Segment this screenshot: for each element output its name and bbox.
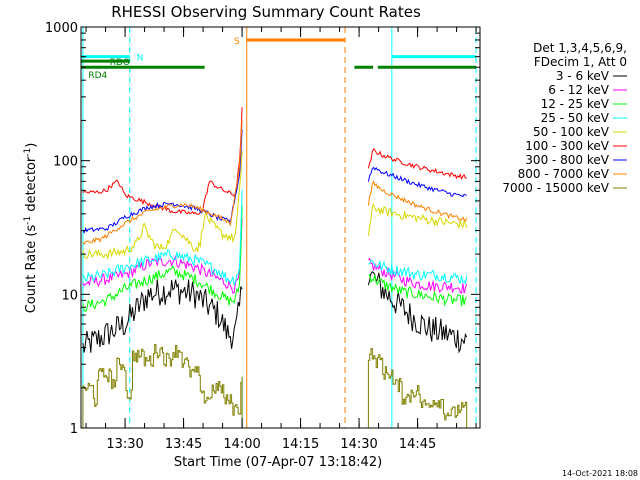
legend-header-1: FDecim 1, Att 0: [534, 55, 627, 69]
series-line-7-seg-1: [367, 180, 468, 223]
series-line-0-seg-0: [82, 279, 243, 353]
legend-label-3: 25 - 50 keV: [541, 111, 610, 125]
series-line-7-seg-0: [82, 119, 243, 246]
plot-inner: [81, 27, 477, 428]
series-line-3-seg-0: [82, 189, 243, 287]
series-line-8-seg-1: [367, 348, 468, 428]
y-tick-label-3: 1000: [45, 21, 78, 36]
series-line-3-seg-1: [368, 259, 468, 285]
x-axis-label: Start Time (07-Apr-07 13:18:42): [174, 455, 382, 470]
series-line-5-seg-1: [367, 148, 467, 181]
series-line-2-seg-1: [368, 274, 468, 307]
y-axis-label: Count Rate (s-1 detector-1): [23, 143, 39, 314]
axes-frame: [80, 26, 481, 429]
series-line-1-seg-0: [82, 218, 243, 294]
chart-title: RHESSI Observing Summary Count Rates: [111, 3, 421, 21]
legend-label-8: 7000 - 15000 keV: [502, 181, 609, 195]
flag-label-3: S: [234, 37, 240, 47]
x-tick-label-3: 14:15: [282, 437, 319, 452]
x-tick-label-0: 13:30: [106, 437, 143, 452]
series-line-6-seg-0: [82, 129, 243, 234]
x-tick-label-4: 14:30: [340, 437, 377, 452]
generated-timestamp: 14-Oct-2021 18:08: [562, 469, 638, 478]
series-line-5-seg-0: [82, 107, 243, 215]
series-line-2-seg-0: [82, 205, 243, 313]
y-tick-label-2: 100: [53, 155, 78, 170]
legend-label-0: 3 - 6 keV: [556, 69, 610, 83]
x-tick-label-2: 14:00: [223, 437, 260, 452]
legend-label-7: 800 - 7000 keV: [518, 167, 610, 181]
x-tick-label-1: 13:45: [165, 437, 202, 452]
series-line-6-seg-1: [367, 166, 467, 198]
series-line-8-seg-0: [82, 344, 243, 428]
legend-label-4: 50 - 100 keV: [533, 125, 610, 139]
series-line-1-seg-1: [368, 257, 468, 294]
legend-label-5: 100 - 300 keV: [525, 139, 609, 153]
series-line-4-seg-0: [82, 150, 243, 260]
series-line-0-seg-1: [367, 271, 468, 354]
legend-label-1: 6 - 12 keV: [548, 83, 610, 97]
series-line-4-seg-1: [367, 202, 468, 236]
y-tick-label-0: 1: [70, 422, 78, 437]
y-tick-label-1: 10: [61, 288, 78, 303]
legend-header-0: Det 1,3,4,5,6,9,: [533, 41, 627, 55]
legend: Det 1,3,4,5,6,9,FDecim 1, Att 03 - 6 keV…: [502, 41, 627, 195]
flag-label-1: RDO: [110, 58, 130, 68]
x-tick-label-5: 14:45: [399, 437, 436, 452]
flag-label-0: N: [137, 54, 144, 64]
legend-label-2: 12 - 25 keV: [541, 97, 610, 111]
flag-label-2: RD4: [88, 71, 107, 81]
legend-label-6: 300 - 800 keV: [525, 153, 609, 167]
